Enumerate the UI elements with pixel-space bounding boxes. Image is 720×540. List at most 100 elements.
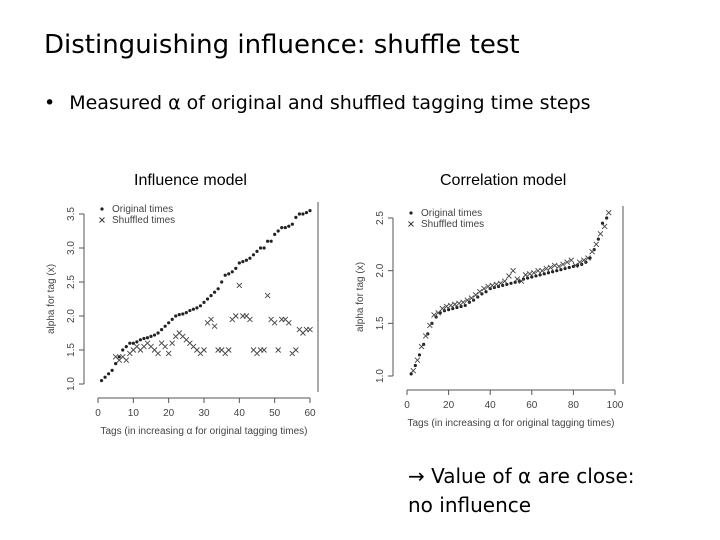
data-point-original bbox=[131, 341, 135, 345]
data-point-shuffled bbox=[261, 347, 267, 353]
data-point-shuffled bbox=[236, 282, 243, 289]
data-point-shuffled bbox=[439, 305, 446, 312]
data-point-shuffled bbox=[472, 292, 479, 298]
data-point-original bbox=[262, 246, 266, 250]
y-tick-label: 2.0 bbox=[375, 263, 386, 277]
x-tick-label: 60 bbox=[304, 408, 316, 419]
data-point-original bbox=[167, 321, 171, 325]
data-point-original bbox=[484, 290, 488, 294]
data-point-original bbox=[149, 334, 153, 338]
data-point-original bbox=[509, 281, 513, 285]
data-point-shuffled bbox=[247, 316, 253, 323]
x-tick-label: 20 bbox=[163, 408, 175, 419]
data-point-original bbox=[283, 226, 287, 230]
data-point-original bbox=[280, 226, 284, 230]
data-point-shuffled bbox=[535, 267, 541, 274]
data-point-original bbox=[294, 215, 298, 219]
data-point-original bbox=[447, 308, 451, 312]
data-point-original bbox=[103, 375, 107, 379]
x-tick-label: 50 bbox=[269, 408, 281, 419]
data-point-original bbox=[230, 270, 234, 274]
data-point-original bbox=[117, 355, 121, 359]
legend-x-icon bbox=[99, 217, 105, 223]
x-tick-label: 0 bbox=[404, 400, 410, 411]
y-tick-label: 1.5 bbox=[66, 343, 77, 357]
data-point-shuffled bbox=[551, 262, 558, 269]
data-point-shuffled bbox=[285, 319, 292, 326]
y-tick-label: 3.5 bbox=[66, 207, 77, 221]
data-point-shuffled bbox=[493, 281, 500, 288]
data-point-original bbox=[181, 312, 185, 316]
legend-label: Original times bbox=[421, 208, 482, 219]
data-point-original bbox=[160, 328, 164, 332]
legend-x-icon bbox=[408, 221, 414, 227]
data-point-original bbox=[542, 272, 546, 276]
correlation-model-chart: 0 20 40 60 80 100 1.0 1.5 2.0 2.5 Tags (in increas… bbox=[355, 206, 624, 429]
data-point-shuffled bbox=[293, 347, 299, 353]
data-point-shuffled bbox=[518, 278, 525, 285]
data-point-original bbox=[198, 304, 203, 308]
x-tick-label: 30 bbox=[198, 408, 210, 419]
data-point-original bbox=[216, 287, 220, 291]
legend-dot-icon bbox=[100, 207, 104, 211]
data-point-shuffled bbox=[593, 241, 600, 248]
data-point-original bbox=[530, 275, 534, 279]
data-point-original bbox=[191, 307, 195, 311]
data-point-original bbox=[248, 256, 252, 260]
data-point-shuffled bbox=[452, 301, 458, 308]
data-point-original bbox=[128, 341, 132, 345]
y-tick-label: 2.5 bbox=[66, 275, 77, 289]
conclusion-note: → Value of α are close: no influence bbox=[408, 462, 635, 520]
data-point-original bbox=[205, 297, 210, 301]
data-point-original bbox=[555, 269, 559, 273]
data-point-original bbox=[605, 216, 609, 220]
x-tick-label: 60 bbox=[526, 400, 538, 411]
data-point-shuffled bbox=[539, 267, 546, 274]
data-point-shuffled bbox=[307, 326, 313, 333]
x-tick-label: 40 bbox=[234, 408, 246, 419]
data-point-original bbox=[220, 280, 224, 284]
legend-label: Original times bbox=[112, 204, 173, 215]
data-point-original bbox=[142, 336, 146, 341]
data-point-shuffled bbox=[468, 295, 475, 301]
data-point-original bbox=[276, 229, 280, 233]
y-tick-label: 1.0 bbox=[66, 377, 77, 391]
data-point-shuffled bbox=[489, 282, 496, 289]
data-point-original bbox=[184, 311, 188, 315]
y-tick-label: 3.0 bbox=[66, 241, 77, 255]
data-point-original bbox=[304, 211, 309, 215]
data-point-original bbox=[188, 308, 192, 313]
data-point-shuffled bbox=[165, 350, 172, 357]
data-point-original bbox=[409, 372, 413, 376]
data-point-original bbox=[513, 280, 517, 284]
data-point-original bbox=[251, 253, 256, 257]
data-point-shuffled bbox=[506, 273, 512, 279]
data-point-original bbox=[559, 268, 563, 272]
data-point-original bbox=[174, 314, 178, 318]
slide-title: Distinguishing influence: shuffle test bbox=[44, 30, 520, 60]
data-point-original bbox=[107, 372, 111, 376]
influence-model-chart: 0 10 20 30 40 50 60 1.0 1.5 2.0 2.5 3.0 3.5 Tags (in … bbox=[46, 202, 319, 437]
influence-chart-title: Influence model bbox=[134, 172, 247, 189]
y-tick-label: 2.0 bbox=[66, 309, 77, 323]
x-tick-label: 100 bbox=[607, 400, 624, 411]
data-point-shuffled bbox=[232, 313, 239, 319]
data-point-shuffled bbox=[155, 350, 161, 357]
data-point-shuffled bbox=[485, 283, 491, 290]
data-point-original bbox=[534, 274, 538, 278]
data-point-shuffled bbox=[201, 347, 207, 353]
data-point-shuffled bbox=[162, 343, 168, 350]
data-point-original bbox=[538, 273, 542, 277]
y-tick-label: 1.5 bbox=[375, 316, 386, 330]
data-point-original bbox=[244, 258, 248, 262]
data-point-original bbox=[290, 222, 294, 226]
data-point-shuffled bbox=[547, 264, 554, 271]
correlation-chart-title: Correlation model bbox=[440, 172, 567, 189]
data-point-original bbox=[269, 239, 273, 243]
data-point-original bbox=[237, 261, 241, 265]
data-point-shuffled bbox=[460, 299, 466, 306]
data-point-original bbox=[234, 266, 238, 270]
data-point-original bbox=[177, 313, 181, 317]
data-point-shuffled bbox=[271, 319, 278, 326]
data-point-original bbox=[156, 331, 160, 335]
